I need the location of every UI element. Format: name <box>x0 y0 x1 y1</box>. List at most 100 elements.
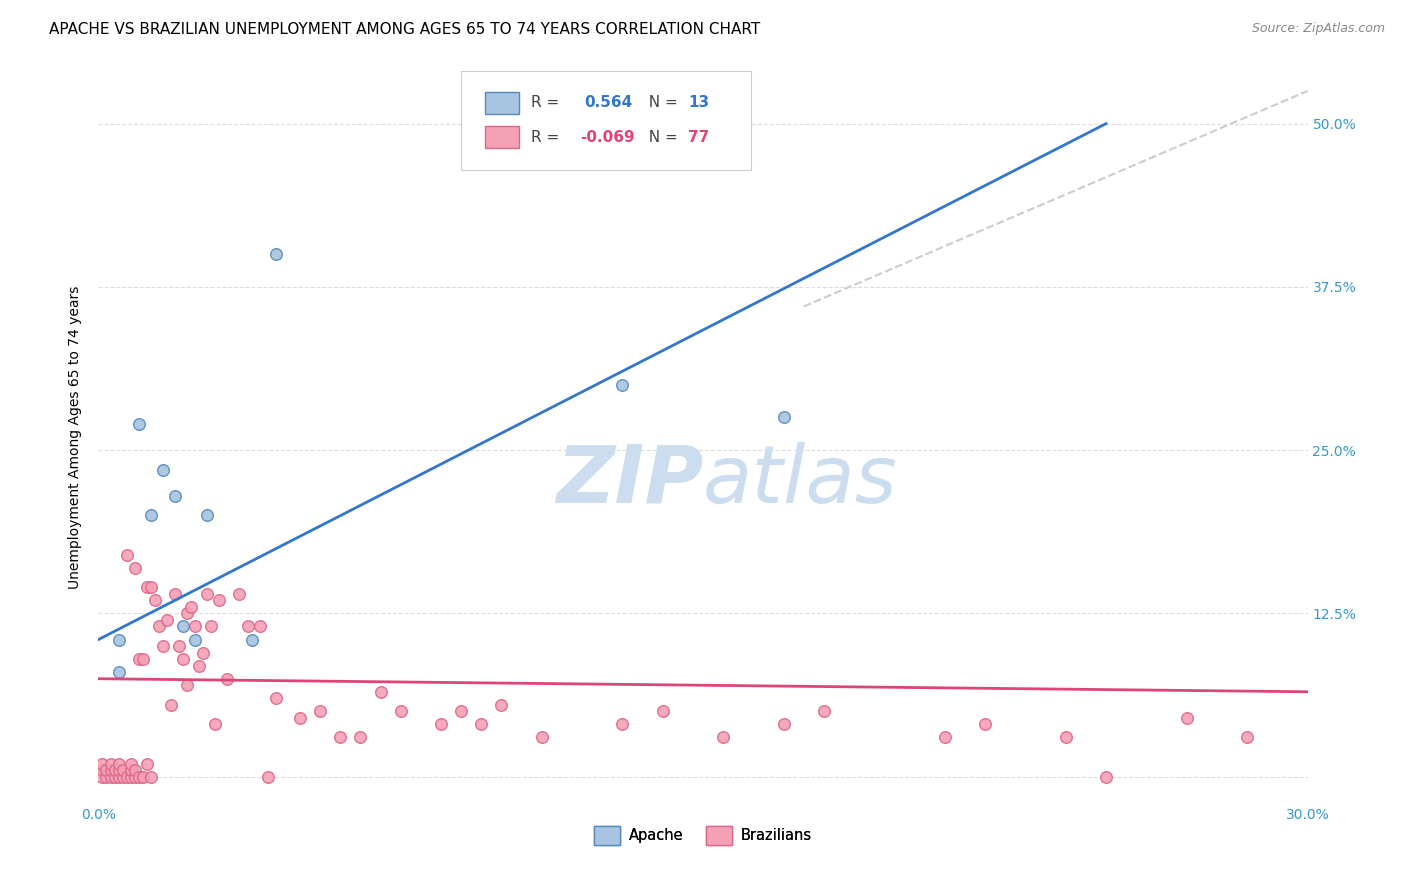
Point <box>934 731 956 745</box>
Point <box>450 705 472 719</box>
Point <box>813 705 835 719</box>
Point <box>132 652 155 666</box>
Point <box>167 639 190 653</box>
Point <box>100 770 122 784</box>
Point <box>124 770 146 784</box>
Point <box>370 685 392 699</box>
Point <box>200 619 222 633</box>
Legend: Apache, Brazilians: Apache, Brazilians <box>588 820 818 850</box>
Point <box>107 770 129 784</box>
Point <box>152 463 174 477</box>
Point <box>288 711 311 725</box>
Point <box>111 763 134 777</box>
Point <box>148 619 170 633</box>
Point <box>100 763 122 777</box>
Point <box>184 632 207 647</box>
Point <box>1236 731 1258 745</box>
Point <box>470 717 492 731</box>
Point <box>772 717 794 731</box>
Point <box>349 731 371 745</box>
Point <box>128 417 150 431</box>
Text: 13: 13 <box>689 95 710 111</box>
Point <box>1054 731 1077 745</box>
Point <box>195 587 218 601</box>
Point <box>651 705 673 719</box>
Text: ZIP: ZIP <box>555 442 703 520</box>
Text: N =: N = <box>638 95 682 111</box>
Point <box>240 632 263 647</box>
FancyBboxPatch shape <box>461 71 751 170</box>
Point <box>249 619 271 633</box>
Point <box>143 593 166 607</box>
Point <box>264 691 287 706</box>
Point <box>1095 770 1118 784</box>
Text: 77: 77 <box>689 129 710 145</box>
Text: N =: N = <box>638 129 682 145</box>
Point <box>160 698 183 712</box>
Point <box>135 580 157 594</box>
Point <box>100 756 122 771</box>
Point <box>163 587 186 601</box>
Point <box>120 770 142 784</box>
Point <box>103 770 125 784</box>
Point <box>1175 711 1198 725</box>
Text: atlas: atlas <box>703 442 898 520</box>
Point <box>124 560 146 574</box>
Point <box>264 247 287 261</box>
Point <box>772 410 794 425</box>
Point <box>612 377 634 392</box>
Point <box>132 770 155 784</box>
Point <box>115 770 138 784</box>
Point <box>91 770 114 784</box>
Point <box>228 587 250 601</box>
Point <box>124 763 146 777</box>
Point <box>111 770 134 784</box>
FancyBboxPatch shape <box>485 126 519 148</box>
Text: -0.069: -0.069 <box>579 129 634 145</box>
Point <box>612 717 634 731</box>
Point <box>152 639 174 653</box>
Point <box>172 652 194 666</box>
Y-axis label: Unemployment Among Ages 65 to 74 years: Unemployment Among Ages 65 to 74 years <box>69 285 83 589</box>
Text: R =: R = <box>531 129 564 145</box>
Point <box>96 770 118 784</box>
Point <box>107 763 129 777</box>
Point <box>184 619 207 633</box>
Point <box>176 607 198 621</box>
Point <box>120 756 142 771</box>
Point <box>491 698 513 712</box>
Text: R =: R = <box>531 95 564 111</box>
Point <box>204 717 226 731</box>
Point <box>309 705 332 719</box>
Text: Source: ZipAtlas.com: Source: ZipAtlas.com <box>1251 22 1385 36</box>
Text: APACHE VS BRAZILIAN UNEMPLOYMENT AMONG AGES 65 TO 74 YEARS CORRELATION CHART: APACHE VS BRAZILIAN UNEMPLOYMENT AMONG A… <box>49 22 761 37</box>
Point <box>128 770 150 784</box>
Point <box>103 763 125 777</box>
Point <box>188 658 211 673</box>
Point <box>329 731 352 745</box>
Point <box>208 593 231 607</box>
Point <box>91 763 114 777</box>
Point <box>974 717 997 731</box>
Point <box>107 665 129 680</box>
Point <box>96 763 118 777</box>
Point <box>217 672 239 686</box>
Point <box>139 770 162 784</box>
Point <box>107 756 129 771</box>
Point <box>107 632 129 647</box>
Point <box>176 678 198 692</box>
Point <box>91 756 114 771</box>
Point <box>163 489 186 503</box>
Point <box>195 508 218 523</box>
Point <box>115 548 138 562</box>
Point <box>120 763 142 777</box>
Point <box>256 770 278 784</box>
Point <box>128 652 150 666</box>
Point <box>236 619 259 633</box>
Point <box>180 599 202 614</box>
FancyBboxPatch shape <box>485 92 519 114</box>
Point <box>430 717 453 731</box>
Point <box>156 613 179 627</box>
Point <box>139 508 162 523</box>
Point <box>711 731 734 745</box>
